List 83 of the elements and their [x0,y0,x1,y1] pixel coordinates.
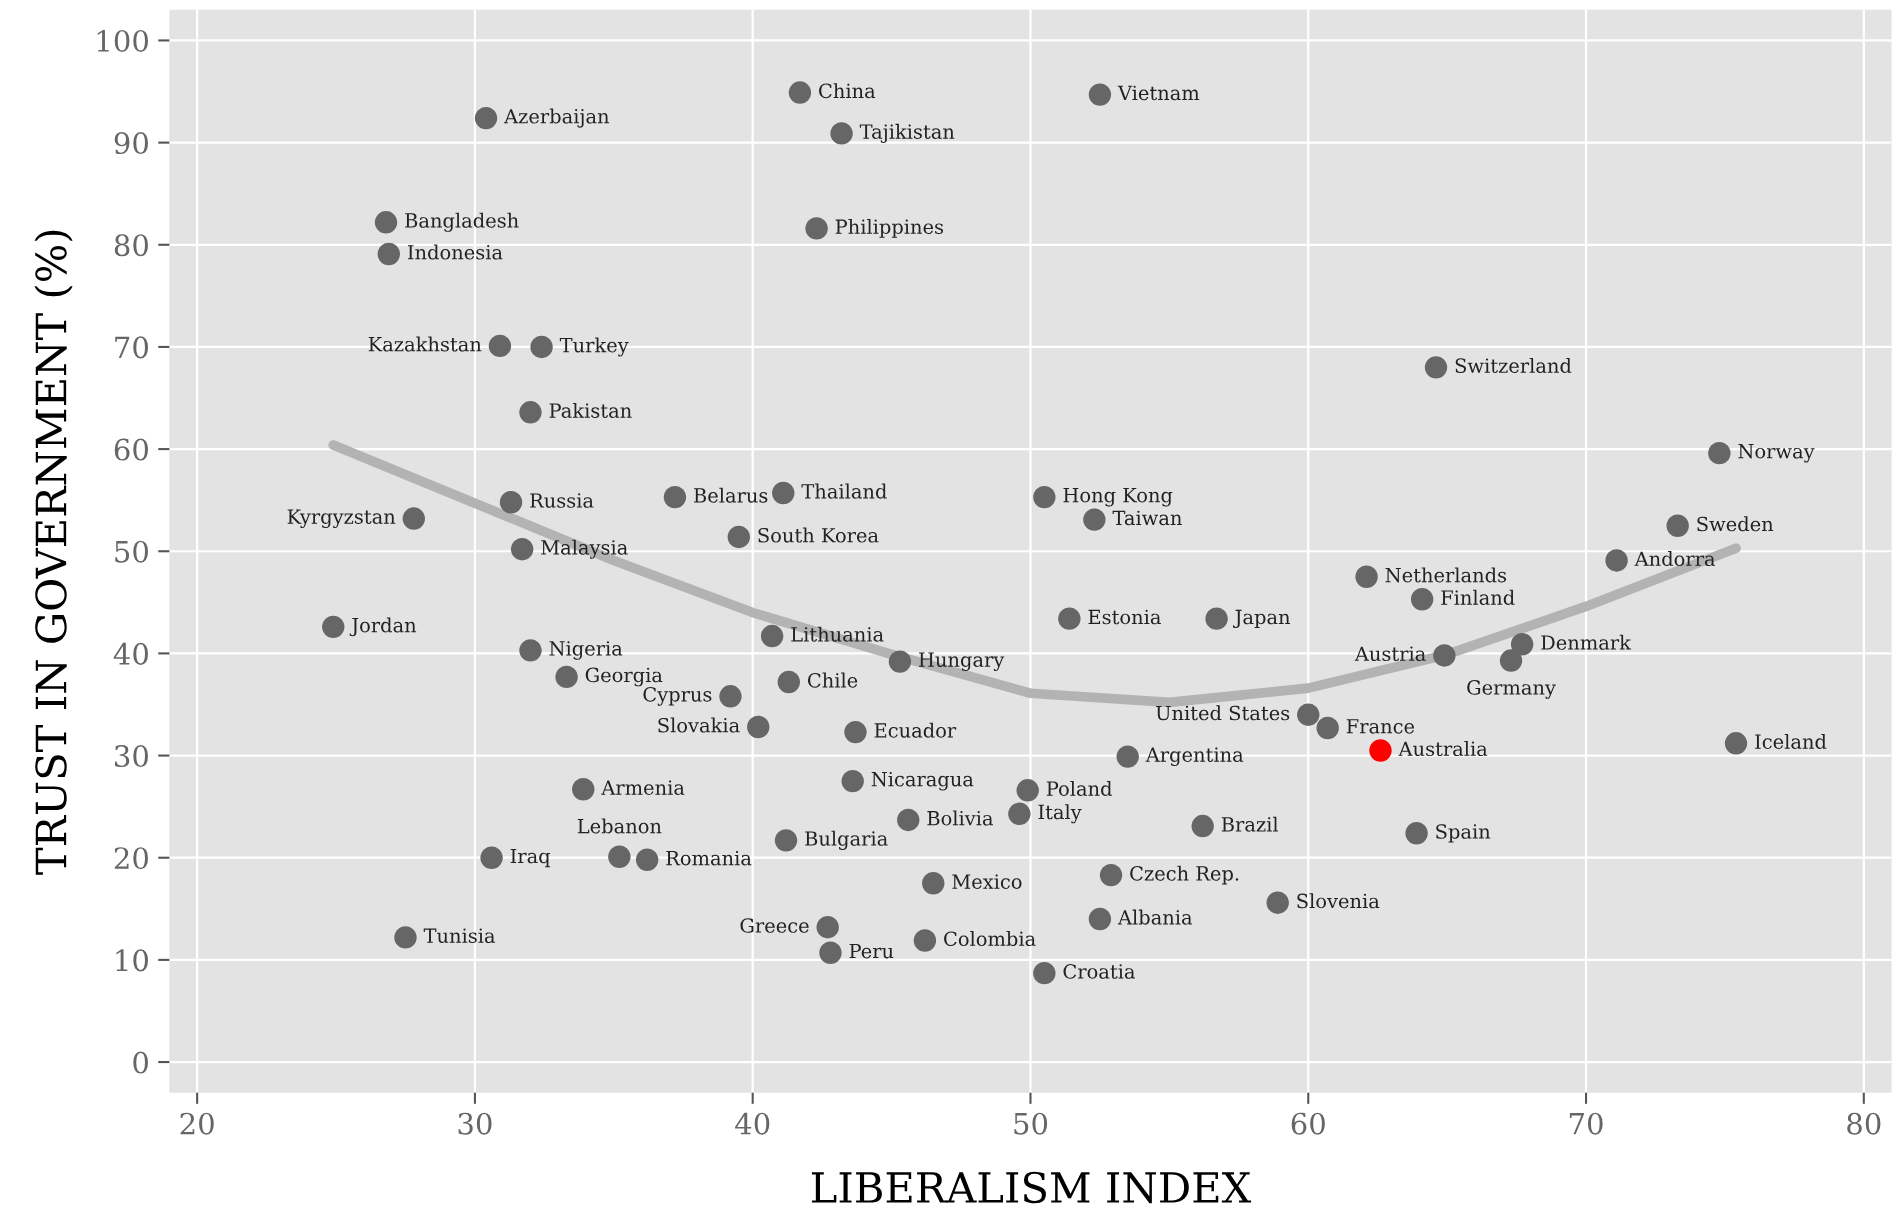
y-tick-label: 20 [114,847,148,870]
x-axis-title: LIBERALISM INDEX [811,1171,1252,1204]
annotation: Argentina [1145,747,1244,766]
annotation: Spain [1436,824,1491,843]
y-tick-label: 60 [114,438,148,461]
annotation: Australia [1398,741,1488,757]
annotation: Russia [530,493,594,508]
annotation: Netherlands [1385,567,1507,583]
annotation: Hong Kong [1063,488,1173,507]
x-tick-label: 60 [1291,1112,1325,1135]
annotation: Slovenia [1297,893,1380,909]
x-tick-label: 40 [735,1112,770,1135]
annotation: Finland [1441,589,1515,605]
annotation: United States [1156,705,1290,721]
annotation: Thailand [801,483,887,499]
annotation: Iraq [510,848,551,868]
annotation: Georgia [585,667,663,687]
annotation: Azerbaijan [503,108,610,128]
annotation: Peru [849,943,894,959]
annotation: Ecuador [874,722,957,738]
y-tick-label: 50 [115,540,148,563]
annotation: Bulgaria [805,830,888,850]
annotation: Indonesia [407,244,503,260]
annotation: Cyprus [643,686,712,706]
x-tick-label: 50 [1014,1112,1048,1135]
annotation: Norway [1738,444,1815,463]
y-tick-label: 70 [115,336,148,359]
y-tick-label: 10 [116,949,148,972]
annotation: Belarus [694,487,768,503]
annotation: Chile [807,672,858,688]
annotation: Vietnam [1117,85,1200,101]
annotation: Colombia [944,931,1036,947]
annotation: Italy [1038,804,1082,824]
annotation: Mexico [952,874,1022,889]
y-tick-label: 0 [133,1051,148,1074]
annotation: Brazil [1221,816,1279,832]
annotation: Bolivia [927,810,993,826]
annotation: Denmark [1541,634,1632,650]
annotation: Philippines [835,219,944,238]
annotation: Switzerland [1455,357,1572,373]
annotation: Malaysia [541,539,628,559]
annotation: Armenia [601,780,685,795]
annotation: Japan [1233,609,1291,629]
annotation: China [819,83,876,99]
y-tick-label: 30 [115,745,148,768]
annotation: Greece [740,918,809,933]
annotation: Kazakhstan [368,336,482,352]
annotation: Tajikistan [859,123,955,143]
y-axis-title: TRUST IN GOVERNMENT (%) [34,230,73,875]
annotation: Nicaragua [871,771,974,791]
annotation: South Korea [758,527,879,543]
annotation: Germany [1467,680,1556,699]
annotation: Lebanon [577,818,662,834]
annotation: Taiwan [1112,510,1182,526]
annotation: Pakistan [549,402,632,418]
annotation: Iceland [1755,733,1827,749]
x-tick-label: 70 [1569,1112,1603,1135]
x-tick-label: 30 [458,1112,492,1135]
annotation: Jordan [349,617,417,637]
y-tick-label: 100 [97,29,148,52]
annotation: Poland [1046,780,1112,796]
annotation: Tunisia [423,928,496,944]
annotation: Slovakia [658,717,740,733]
annotation: Romania [666,850,752,866]
annotation: Czech Rep. [1130,865,1239,885]
annotation: Kyrgyzstan [287,509,396,528]
annotation: Turkey [559,337,629,357]
annotation: Nigeria [549,641,623,660]
annotation: Andorra [1634,551,1715,567]
y-tick-label: 40 [113,642,148,665]
annotation: Albania [1117,909,1193,925]
y-tick-label: 90 [114,132,148,155]
annotation: Lithuania [791,626,884,642]
x-tick-label: 80 [1847,1112,1881,1135]
annotation: Bangladesh [405,212,519,232]
annotation: Austria [1354,646,1426,662]
y-tick-label: 80 [114,234,148,257]
x-tick-label: 20 [180,1112,214,1135]
annotation: Croatia [1063,964,1135,979]
annotation: Hungary [919,652,1005,671]
annotation: France [1346,719,1415,734]
annotation: Sweden [1697,516,1774,532]
annotation: Estonia [1088,609,1161,625]
